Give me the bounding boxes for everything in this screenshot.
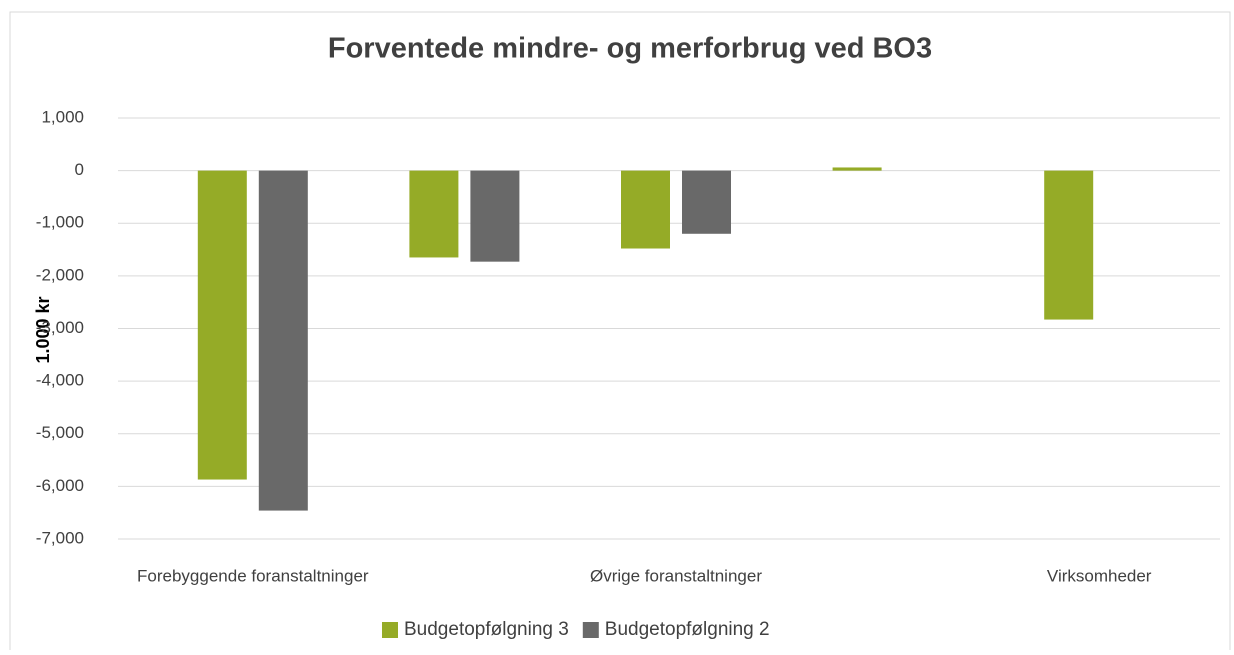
bar	[197, 170, 247, 480]
y-tick-label: 1,000	[41, 107, 84, 126]
y-axis-label: 1.000 kr	[33, 296, 53, 363]
bar	[832, 167, 882, 171]
bar	[258, 170, 308, 511]
bar	[470, 170, 520, 262]
chart-title: Forventede mindre- og merforbrug ved BO3	[328, 33, 932, 65]
bar	[1044, 170, 1094, 320]
y-tick-label: -4,000	[36, 371, 84, 390]
x-tick-label: Virksomheder	[1047, 566, 1152, 585]
x-tick-label: Øvrige foranstaltninger	[590, 566, 762, 585]
bar	[409, 170, 459, 258]
y-tick-label: -6,000	[36, 476, 84, 495]
y-tick-label: -7,000	[36, 528, 84, 547]
legend-swatch	[382, 622, 398, 638]
legend-label: Budgetopfølgning 3	[404, 619, 569, 640]
bar	[682, 170, 731, 234]
x-tick-label: Forebyggende foranstaltninger	[137, 566, 369, 585]
y-tick-label: -2,000	[36, 265, 84, 284]
y-tick-label: -1,000	[36, 213, 84, 232]
legend-swatch	[582, 622, 599, 638]
legend-label: Budgetopfølgning 2	[605, 619, 770, 640]
chart-border	[9, 11, 1231, 655]
y-tick-label: -3,000	[36, 318, 84, 337]
bar	[621, 170, 670, 249]
y-tick-label: 0	[75, 160, 84, 179]
y-tick-label: -5,000	[36, 423, 84, 442]
